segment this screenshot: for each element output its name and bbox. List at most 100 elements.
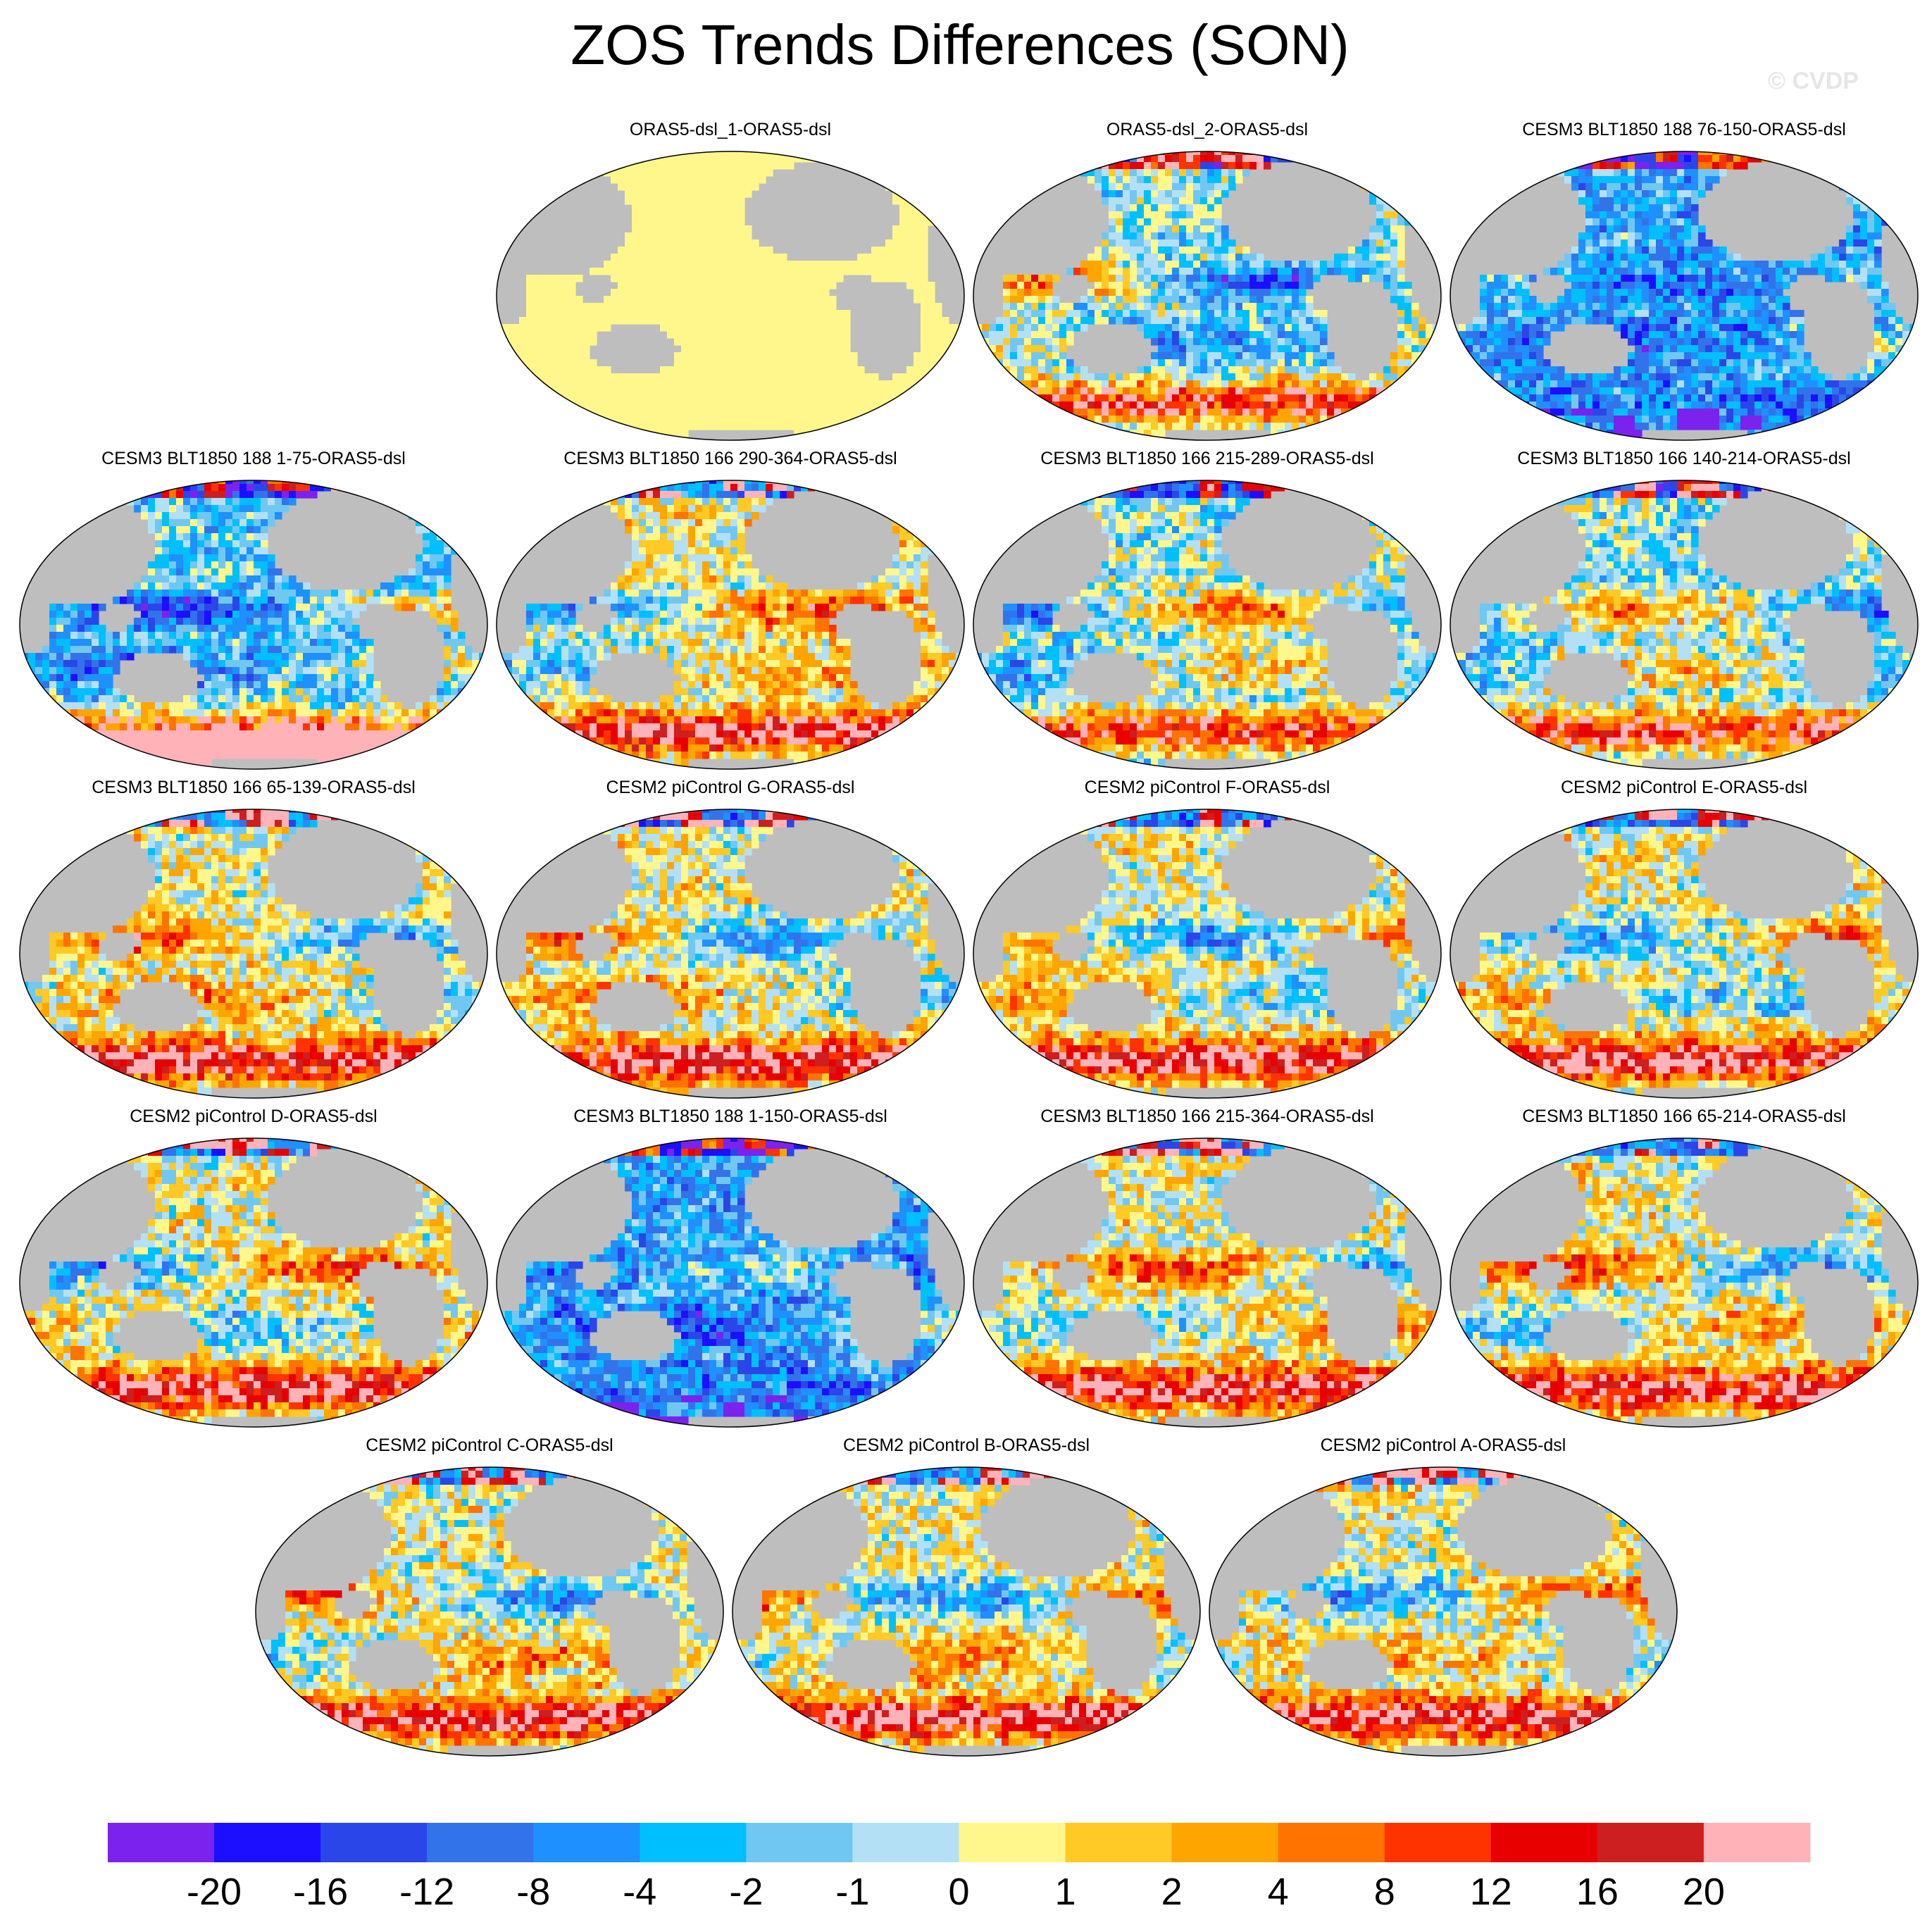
field-cell: [843, 352, 851, 360]
field-cell: [646, 239, 654, 247]
field-cell: [1853, 232, 1861, 240]
field-cell: [1172, 317, 1180, 325]
field-cell: [1080, 324, 1088, 332]
field-cell: [1228, 345, 1236, 353]
field-cell: [1426, 162, 1433, 170]
field-cell: [660, 225, 668, 233]
field-cell: [1450, 151, 1452, 156]
field-cell: [1733, 345, 1741, 353]
field-cell: [1390, 401, 1398, 409]
field-cell: [1109, 239, 1116, 247]
field-cell: [1614, 169, 1621, 177]
field-cell: [681, 409, 689, 416]
field-cell: [1200, 317, 1208, 325]
field-cell: [787, 338, 794, 346]
field-cell: [899, 261, 907, 268]
field-cell: [1705, 239, 1713, 247]
field-cell: [850, 423, 858, 430]
field-cell: [1109, 430, 1116, 437]
field-cell: [1797, 324, 1804, 332]
field-cell: [1313, 268, 1321, 275]
field-cell: [716, 162, 724, 170]
field-cell: [744, 162, 752, 170]
field-cell: [773, 275, 780, 282]
field-cell: [1278, 394, 1285, 402]
field-cell: [899, 225, 907, 233]
field-cell: [1557, 310, 1565, 318]
field-cell: [752, 254, 759, 261]
field-cell: [1670, 162, 1678, 170]
field-cell: [892, 197, 900, 205]
field-cell: [1214, 338, 1222, 346]
field-cell: [554, 352, 562, 360]
field-cell: [547, 151, 555, 156]
field-cell: [1733, 338, 1741, 346]
field-cell: [928, 317, 935, 325]
field-cell: [702, 423, 710, 430]
field-cell: [575, 352, 583, 360]
field-cell: [1501, 352, 1509, 360]
field-cell: [1179, 218, 1187, 226]
field-cell: [780, 282, 787, 289]
field-cell: [639, 247, 647, 254]
field-cell: [695, 352, 703, 360]
field-cell: [864, 416, 872, 423]
field-cell: [1684, 275, 1692, 282]
field-cell: [1670, 169, 1678, 177]
field-cell: [1348, 268, 1356, 275]
field-cell: [575, 303, 583, 311]
field-cell: [1214, 317, 1222, 325]
field-cell: [1397, 183, 1405, 191]
field-cell: [1740, 296, 1748, 304]
field-cell: [1719, 296, 1727, 304]
field-cell: [1179, 247, 1187, 254]
field-cell: [1501, 282, 1509, 289]
field-cell: [1214, 162, 1222, 170]
field-cell: [1564, 268, 1572, 275]
field-cell: [1151, 289, 1159, 297]
field-cell: [1670, 247, 1678, 254]
field-cell: [1754, 310, 1762, 318]
field-cell: [582, 373, 590, 381]
field-cell: [1355, 275, 1363, 282]
field-cell: [730, 416, 738, 423]
field-cell: [1193, 232, 1201, 240]
map-panel: ORAS5-dsl_1-ORAS5-dsl: [491, 120, 970, 451]
field-cell: [1522, 275, 1530, 282]
field-cell: [1487, 310, 1495, 318]
field-cell: [1853, 268, 1861, 275]
field-cell: [885, 268, 893, 275]
field-cell: [1257, 366, 1264, 374]
field-cell: [996, 380, 1004, 388]
field-cell: [843, 324, 851, 332]
field-cell: [1285, 289, 1292, 297]
field-cell: [744, 183, 752, 191]
field-cell: [1635, 324, 1642, 332]
field-cell: [1585, 162, 1593, 170]
field-cell: [1459, 162, 1466, 170]
field-cell: [1095, 275, 1102, 282]
field-cell: [1228, 289, 1236, 297]
field-cell: [1151, 190, 1159, 198]
field-cell: [787, 275, 794, 282]
field-cell: [1543, 155, 1551, 163]
field-cell: [674, 387, 682, 395]
field-cell: [1186, 296, 1194, 304]
field-cell: [1271, 155, 1278, 163]
field-cell: [1677, 225, 1685, 233]
field-cell: [1003, 359, 1011, 367]
field-cell: [639, 282, 647, 289]
field-cell: [949, 387, 956, 395]
field-cell: [1684, 317, 1692, 325]
field-cell: [533, 275, 541, 282]
field-cell: [1656, 176, 1664, 184]
field-cell: [632, 394, 640, 402]
field-cell: [1235, 380, 1243, 388]
field-cell: [1144, 183, 1152, 191]
field-cell: [935, 324, 942, 332]
field-cell: [1024, 437, 1032, 440]
field-cell: [709, 409, 717, 416]
field-cell: [1116, 197, 1123, 205]
field-cell: [1501, 151, 1509, 156]
field-cell: [744, 289, 752, 297]
